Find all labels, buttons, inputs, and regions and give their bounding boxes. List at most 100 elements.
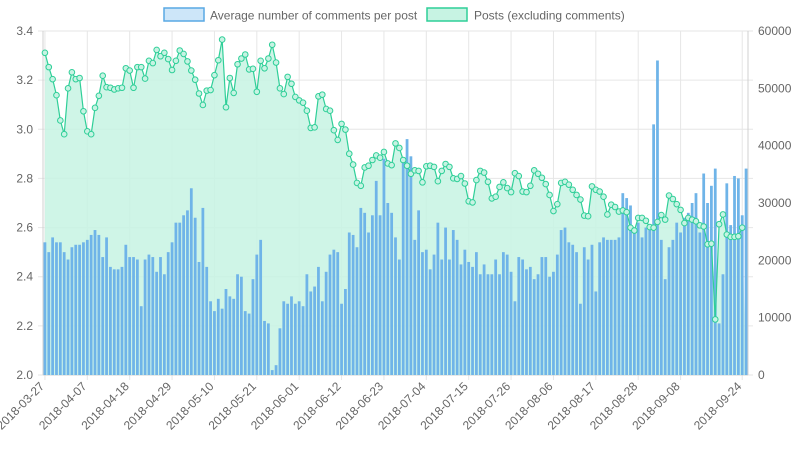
posts-point xyxy=(91,104,99,112)
posts-point xyxy=(311,124,318,131)
avg-comments-bar xyxy=(105,237,108,375)
avg-comments-bar xyxy=(409,156,413,375)
avg-comments-bar xyxy=(47,252,51,375)
legend-item-posts[interactable]: Posts (excluding comments) xyxy=(426,7,625,23)
avg-comments-bar-series xyxy=(43,60,748,376)
avg-comments-bar xyxy=(85,239,89,375)
posts-point xyxy=(469,199,476,206)
posts-point xyxy=(681,219,688,227)
avg-comments-bar xyxy=(421,252,424,375)
posts-point xyxy=(195,90,203,97)
avg-comments-bar xyxy=(70,247,74,375)
avg-comments-bar xyxy=(378,215,382,375)
posts-point xyxy=(80,107,87,115)
avg-comments-bar xyxy=(698,232,702,375)
avg-comments-bar xyxy=(679,232,682,375)
left-tick-label: 3.2 xyxy=(16,73,33,87)
posts-point xyxy=(673,200,681,208)
avg-comments-bar xyxy=(55,242,58,375)
avg-comments-bar xyxy=(58,242,62,375)
posts-point xyxy=(623,208,630,216)
legend[interactable]: Average number of comments per post Post… xyxy=(163,7,625,23)
avg-comments-bar xyxy=(617,237,621,375)
posts-point xyxy=(380,148,388,156)
posts-point xyxy=(241,51,249,58)
posts-point xyxy=(149,59,157,67)
avg-comments-bar xyxy=(590,244,594,375)
avg-comments-bar xyxy=(702,173,706,375)
avg-comments-bar xyxy=(344,289,347,375)
posts-point xyxy=(399,156,407,164)
legend-label-posts: Posts (excluding comments) xyxy=(474,9,625,23)
posts-point xyxy=(261,64,268,72)
posts-point xyxy=(550,207,557,215)
avg-comments-bar xyxy=(525,269,528,375)
posts-point xyxy=(484,178,492,186)
avg-comments-bar xyxy=(459,264,463,375)
posts-point xyxy=(130,84,137,92)
posts-point xyxy=(234,60,241,68)
posts-point xyxy=(230,89,237,97)
avg-comments-bar xyxy=(717,323,721,375)
posts-point xyxy=(661,216,669,223)
right-tick-label: 0 xyxy=(758,368,765,382)
posts-point xyxy=(303,107,311,114)
posts-point xyxy=(53,91,60,99)
legend-item-avg-comments[interactable]: Average number of comments per post xyxy=(163,7,418,23)
posts-point xyxy=(180,50,187,58)
posts-point xyxy=(299,99,307,106)
posts-point xyxy=(330,126,338,134)
avg-comments-bar xyxy=(374,180,378,375)
posts-point xyxy=(711,316,719,323)
legend-swatch-posts xyxy=(426,7,468,22)
avg-comments-bar xyxy=(629,205,632,375)
avg-comments-bar xyxy=(155,271,159,375)
posts-point xyxy=(257,57,264,65)
avg-comments-bar xyxy=(521,259,525,375)
avg-comments-bar xyxy=(132,257,135,375)
posts-point xyxy=(369,156,376,164)
avg-comments-bar xyxy=(632,232,636,375)
avg-comments-bar xyxy=(139,306,143,375)
posts-point xyxy=(168,66,176,74)
avg-comments-bar xyxy=(548,276,551,375)
avg-comments-bar xyxy=(320,301,324,375)
avg-comments-bar xyxy=(621,193,625,375)
avg-comments-bar xyxy=(613,239,617,375)
posts-point xyxy=(284,73,291,81)
posts-point xyxy=(480,169,488,176)
posts-point xyxy=(642,217,650,225)
avg-comments-bar xyxy=(706,203,709,375)
avg-comments-bar xyxy=(444,227,447,375)
avg-comments-bar xyxy=(170,242,174,375)
avg-comments-bar xyxy=(97,234,101,375)
avg-comments-bar xyxy=(66,259,70,375)
avg-comments-bar xyxy=(116,269,120,375)
avg-comments-bar xyxy=(340,303,343,375)
avg-comments-bar xyxy=(112,269,116,375)
avg-comments-bar xyxy=(355,247,359,375)
posts-point xyxy=(57,117,64,124)
posts-point xyxy=(700,223,708,230)
avg-comments-bar xyxy=(486,274,490,375)
posts-point xyxy=(496,183,503,191)
posts-point xyxy=(419,179,426,186)
avg-comments-bar xyxy=(128,257,132,375)
avg-comments-bar xyxy=(567,242,571,375)
avg-comments-bar xyxy=(636,222,640,375)
x-axis: 2018-03-272018-04-072018-04-182018-04-29… xyxy=(0,379,745,433)
avg-comments-bar xyxy=(413,239,417,375)
posts-point xyxy=(199,101,207,109)
avg-comments-bar xyxy=(382,158,386,375)
avg-comments-bar xyxy=(448,259,451,375)
avg-comments-bar xyxy=(536,274,540,375)
avg-comments-bar xyxy=(232,298,236,375)
avg-comments-bar xyxy=(686,212,690,375)
avg-comments-bar xyxy=(690,203,694,375)
posts-point xyxy=(457,172,465,180)
posts-point xyxy=(342,126,349,133)
avg-comments-bar xyxy=(552,271,555,375)
avg-comments-bar xyxy=(371,215,374,375)
posts-point xyxy=(596,188,603,195)
posts-point xyxy=(68,68,76,76)
